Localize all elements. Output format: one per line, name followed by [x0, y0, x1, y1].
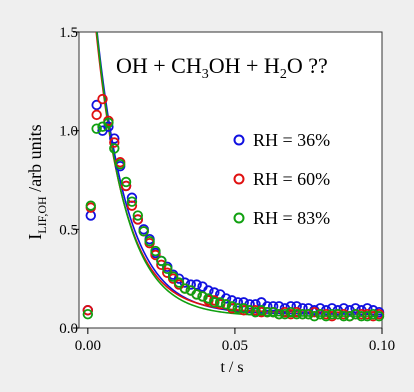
- data-point: [303, 308, 314, 320]
- data-point: [162, 263, 173, 275]
- data-point: [144, 235, 155, 247]
- data-point: [179, 277, 191, 288]
- data-point: [238, 303, 249, 314]
- data-point: [226, 301, 238, 312]
- data-point: [132, 210, 144, 221]
- y-tick-label: 0.5: [59, 222, 78, 238]
- data-point: [114, 159, 126, 170]
- data-point: [297, 308, 308, 320]
- legend-marker: [233, 173, 245, 185]
- data-point: [256, 305, 267, 316]
- data-point: [332, 308, 344, 320]
- data-point: [197, 291, 208, 302]
- data-point: [150, 249, 161, 261]
- data-point: [273, 308, 285, 320]
- data-point: [232, 303, 244, 314]
- y-label-rest: /arb units: [25, 124, 45, 196]
- data-point: [91, 99, 102, 111]
- y-label-sub: LIF,OH: [35, 196, 49, 234]
- y-label-main: I: [25, 234, 45, 240]
- data-point: [250, 307, 261, 318]
- data-point: [285, 307, 297, 318]
- title-sub-2: 2: [280, 67, 287, 82]
- data-point: [209, 297, 220, 308]
- legend-marker: [233, 212, 245, 224]
- legend: RH = 36% RH = 60% RH = 83%: [233, 130, 330, 228]
- y-tick-label: 1.0: [59, 124, 78, 140]
- data-point: [244, 305, 255, 316]
- data-point: [167, 271, 179, 282]
- title-sub-1: 3: [202, 67, 209, 82]
- data-point: [267, 301, 279, 312]
- x-axis-label: t / s: [220, 359, 243, 376]
- data-point: [85, 200, 96, 211]
- data-point: [138, 226, 149, 237]
- x-tick-label: 0.00: [75, 338, 101, 354]
- data-point: [120, 180, 132, 192]
- data-point: [91, 123, 102, 134]
- x-tick-label: 0.05: [222, 338, 248, 354]
- data-point: [191, 289, 202, 300]
- data-point: [191, 279, 202, 290]
- data-point: [367, 308, 379, 320]
- data-point: [356, 310, 367, 322]
- data-point: [362, 310, 373, 322]
- x-tick-label: 0.10: [369, 338, 395, 354]
- data-point: [326, 308, 338, 320]
- data-point: [291, 308, 302, 320]
- x-axis: 0.00 0.05 0.10: [75, 328, 395, 354]
- data-point: [267, 307, 279, 318]
- data-point: [103, 121, 114, 132]
- title-part-a: OH + CH: [116, 53, 202, 78]
- data-point: [279, 308, 291, 320]
- legend-item: RH = 36%: [233, 130, 330, 150]
- data-point: [214, 297, 226, 308]
- data-point: [373, 310, 385, 322]
- legend-marker: [233, 134, 245, 146]
- y-axis-label: ILIF,OH /arb units: [25, 124, 49, 239]
- data-point: [350, 308, 361, 320]
- data-points: [82, 93, 385, 322]
- data-point: [126, 200, 138, 211]
- legend-label: RH = 60%: [253, 169, 330, 189]
- y-axis: 0.0 0.5 1.0 1.5: [59, 25, 79, 337]
- title-part-b: OH + H: [209, 53, 280, 78]
- data-point: [132, 214, 144, 225]
- legend-label: RH = 36%: [253, 130, 330, 150]
- data-point: [179, 283, 191, 294]
- data-point: [156, 255, 167, 267]
- data-point: [262, 307, 273, 318]
- data-point: [82, 305, 94, 316]
- data-point: [309, 307, 320, 318]
- data-point: [173, 277, 185, 288]
- title-part-c: O ??: [287, 53, 328, 78]
- data-point: [82, 308, 94, 320]
- data-point: [97, 93, 108, 105]
- y-tick-label: 0.0: [59, 321, 78, 337]
- chart-title: OH + CH3OH + H2O ??: [116, 53, 328, 82]
- data-point: [109, 137, 120, 148]
- data-point: [109, 143, 120, 154]
- data-point: [109, 133, 120, 144]
- data-point: [350, 303, 361, 314]
- series-points: [82, 117, 385, 322]
- data-point: [126, 196, 138, 207]
- plot-area: [82, 32, 385, 322]
- data-point: [344, 310, 355, 322]
- data-point: [309, 310, 320, 322]
- data-point: [91, 109, 102, 121]
- y-tick-label: 1.5: [59, 25, 78, 41]
- legend-item: RH = 83%: [233, 208, 330, 228]
- legend-label: RH = 83%: [253, 208, 330, 228]
- data-point: [150, 245, 161, 257]
- data-point: [338, 310, 349, 322]
- data-point: [103, 117, 114, 128]
- data-point: [320, 310, 332, 322]
- data-point: [120, 176, 132, 188]
- data-point: [220, 299, 232, 310]
- data-point: [315, 308, 326, 320]
- legend-item: RH = 60%: [233, 169, 330, 189]
